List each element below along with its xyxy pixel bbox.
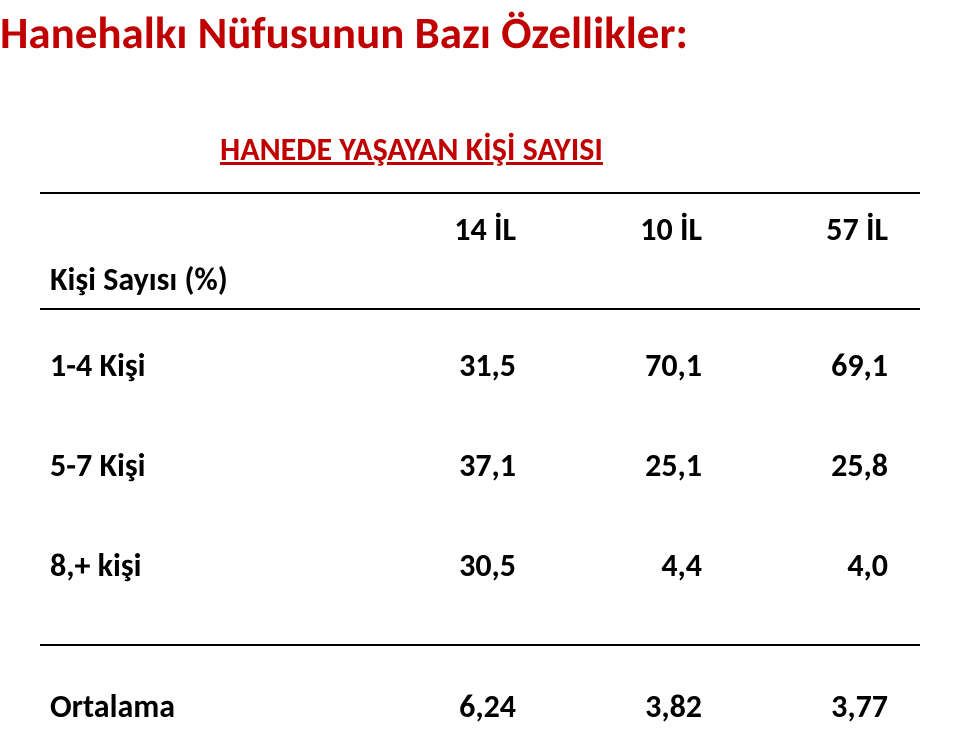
table-header-row: 14 İL 10 İL 57 İL xyxy=(40,210,920,249)
row-label-header-text: Kişi Sayısı (%) xyxy=(40,260,360,299)
cell: 4,4 xyxy=(546,546,732,585)
col-header-3: 57 İL xyxy=(732,210,918,249)
page-title: Hanehalkı Nüfusunun Bazı Özellikler: xyxy=(0,6,688,61)
cell: 25,8 xyxy=(732,446,918,485)
cell: 70,1 xyxy=(546,346,732,385)
cell: 4,0 xyxy=(732,546,918,585)
table-rule-top xyxy=(40,192,920,194)
row-label: 1-4 Kişi xyxy=(40,346,360,385)
footer-cell: 3,77 xyxy=(732,687,918,726)
footer-cell: 3,82 xyxy=(546,687,732,726)
header-empty xyxy=(40,210,360,249)
col-header-1: 14 İL xyxy=(360,210,546,249)
cell: 30,5 xyxy=(360,546,546,585)
row-label-header: Kişi Sayısı (%) xyxy=(40,260,920,299)
col-header-2: 10 İL xyxy=(546,210,732,249)
cell: 25,1 xyxy=(546,446,732,485)
table-row: 8,+ kişi 30,5 4,4 4,0 xyxy=(40,546,920,585)
table-row: 1-4 Kişi 31,5 70,1 69,1 xyxy=(40,346,920,385)
slide: Hanehalkı Nüfusunun Bazı Özellikler: HAN… xyxy=(0,0,959,749)
table-row: 5-7 Kişi 37,1 25,1 25,8 xyxy=(40,446,920,485)
cell: 31,5 xyxy=(360,346,546,385)
table-rule-mid xyxy=(40,308,920,310)
cell: 37,1 xyxy=(360,446,546,485)
row-label: 5-7 Kişi xyxy=(40,446,360,485)
footer-cell: 6,24 xyxy=(360,687,546,726)
table-footer-row: Ortalama 6,24 3,82 3,77 xyxy=(40,687,920,726)
footer-label: Ortalama xyxy=(40,687,360,726)
row-label: 8,+ kişi xyxy=(40,546,360,585)
cell: 69,1 xyxy=(732,346,918,385)
table-rule-bottom xyxy=(40,644,920,646)
subtitle: HANEDE YAŞAYAN KİŞİ SAYISI xyxy=(220,130,603,169)
